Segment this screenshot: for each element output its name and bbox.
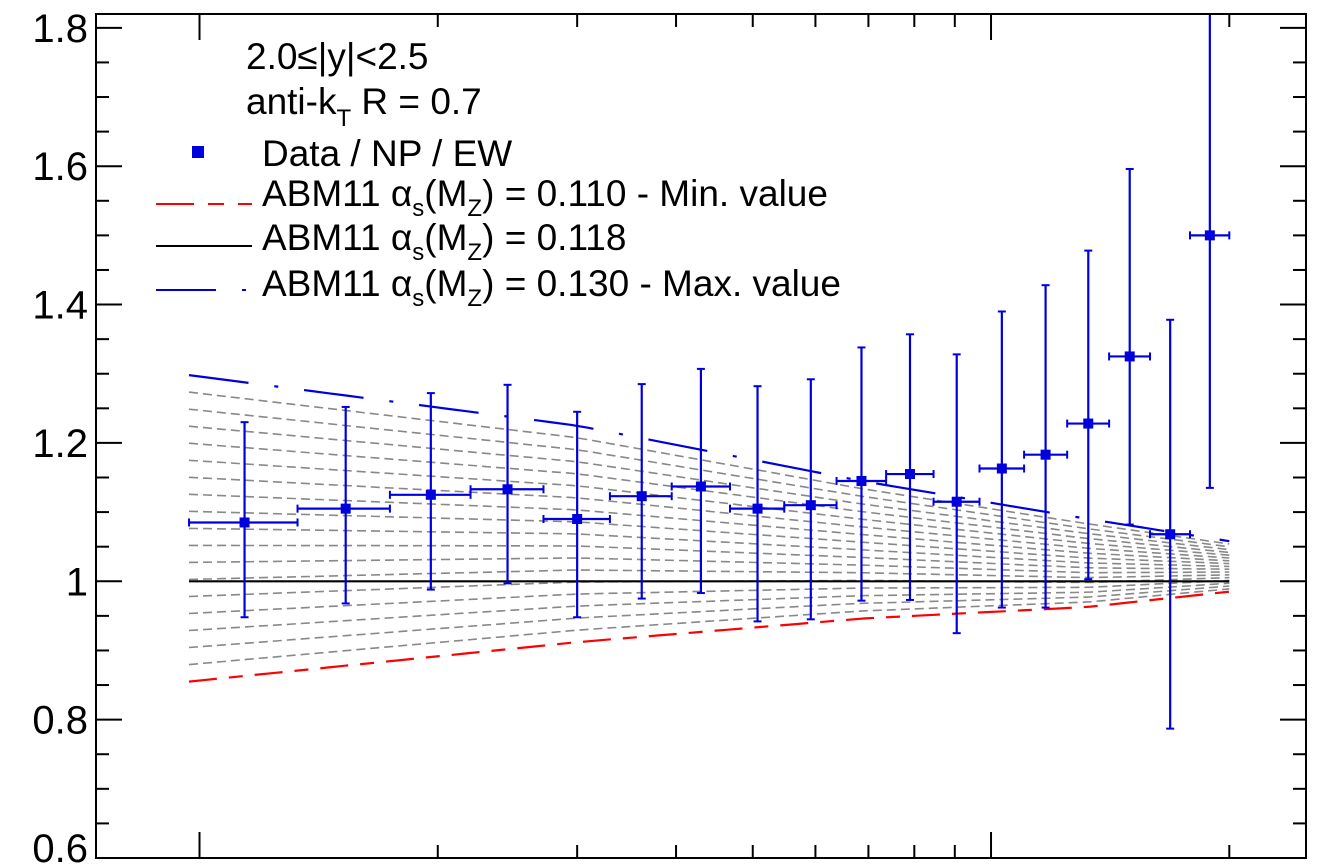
band-line (188, 476, 1230, 559)
data-marker (752, 503, 763, 514)
data-marker (340, 503, 351, 514)
legend-label-central-tail: ) = 0.118 (482, 217, 626, 258)
y-tick-label: 0.6 (32, 827, 88, 864)
jet-algorithm-name: anti-k (246, 81, 337, 122)
y-tick-label: 1.6 (32, 145, 88, 189)
legend-label-max-sub: s (412, 285, 424, 312)
data-marker (1165, 529, 1176, 540)
legend-label-min-sub: s (412, 195, 424, 222)
band-line (188, 510, 1230, 565)
data-point (542, 410, 611, 619)
data-marker (805, 500, 816, 511)
data-point (670, 367, 732, 595)
jet-algorithm-subscript: T (336, 105, 351, 132)
data-marker (1204, 230, 1215, 241)
data-point (188, 421, 299, 619)
curve-max (188, 374, 1230, 543)
band-line (188, 585, 1230, 649)
legend-label-min-sub2: Z (467, 195, 482, 222)
jet-algorithm-label: anti-kT R = 0.7 (246, 81, 482, 132)
data-point (296, 405, 391, 605)
legend-label-max-sub2: Z (467, 285, 482, 312)
data-points (188, 13, 1231, 730)
data-marker (239, 517, 250, 528)
data-point (1066, 249, 1111, 581)
legend-label-max-paren: (M (424, 263, 467, 304)
data-marker (904, 469, 915, 480)
data-marker (572, 514, 583, 525)
band-line (188, 588, 1230, 666)
legend-label-max-tail: ) = 0.130 - Max. value (482, 263, 841, 304)
jet-radius: R = 0.7 (351, 81, 482, 122)
theory-band (188, 391, 1230, 666)
data-point (835, 346, 888, 602)
band-line (188, 569, 1230, 581)
legend-label-min-prefix: ABM11 (262, 173, 391, 214)
data-marker (951, 496, 962, 507)
legend-label-max-prefix: ABM11 (262, 263, 391, 304)
legend-label-central-prefix: ABM11 (262, 217, 391, 258)
plot-frame (95, 13, 1307, 859)
data-point (932, 353, 981, 635)
legend-label-min-paren: (M (424, 173, 467, 214)
annotation-block: 2.0≤|y|<2.5 anti-kT R = 0.7 (246, 36, 482, 132)
band-line (188, 391, 1230, 545)
curve-min (188, 590, 1230, 683)
legend-label-max: ABM11 αs(MZ) = 0.130 - Max. value (262, 263, 841, 312)
y-tick-label: 1 (66, 560, 88, 604)
data-point (1023, 284, 1069, 609)
y-tick-label: 1.4 (32, 284, 88, 328)
legend-label-min-alpha: α (391, 173, 412, 214)
data-point (783, 378, 838, 621)
data-point (1108, 167, 1152, 526)
data-marker (695, 481, 706, 492)
data-point (978, 310, 1026, 609)
data-point (608, 383, 673, 600)
band-line (188, 425, 1230, 551)
data-marker (996, 463, 1007, 474)
data-point (388, 392, 472, 591)
legend-label-central-alpha: α (391, 217, 412, 258)
band-line (188, 557, 1230, 574)
data-marker (502, 484, 513, 495)
legend-label-min-tail: ) = 0.110 - Min. value (482, 173, 828, 214)
rapidity-label: 2.0≤|y|<2.5 (246, 36, 429, 77)
legend-label-central-paren: (M (424, 217, 467, 258)
band-line (188, 582, 1230, 632)
legend-label-central-sub: s (412, 239, 424, 266)
y-tick-label: 1.8 (32, 7, 88, 51)
legend-label-max-alpha: α (391, 263, 412, 304)
theory-curves (188, 374, 1230, 683)
band-line (188, 579, 1230, 615)
data-marker (1083, 418, 1094, 429)
data-marker (636, 491, 647, 502)
legend-marker-data (192, 146, 204, 158)
legend-label-central-sub2: Z (467, 239, 482, 266)
band-line (188, 493, 1230, 562)
legend-label-data: Data / NP / EW (262, 133, 512, 174)
band-line (188, 459, 1230, 556)
data-marker (425, 489, 436, 500)
data-marker (856, 475, 867, 486)
data-point (1189, 13, 1231, 489)
axes: 0.6 0.8 1 1.2 1.4 1.6 1.8 (32, 7, 1306, 864)
band-line (189, 544, 1230, 570)
data-point (885, 333, 935, 601)
y-tick-label: 0.8 (32, 699, 88, 743)
band-line (188, 408, 1230, 548)
band-line (188, 527, 1230, 568)
legend: Data / NP / EW ABM11 αs(MZ) = 0.110 - Mi… (156, 133, 841, 312)
band-line (188, 442, 1230, 554)
data-point (1149, 318, 1192, 730)
legend-label-central: ABM11 αs(MZ) = 0.118 (262, 217, 626, 266)
legend-label-min: ABM11 αs(MZ) = 0.110 - Min. value (262, 173, 828, 222)
y-tick-label: 1.2 (32, 422, 88, 466)
data-point (469, 383, 545, 585)
data-marker (1040, 449, 1051, 460)
data-marker (1124, 351, 1135, 362)
